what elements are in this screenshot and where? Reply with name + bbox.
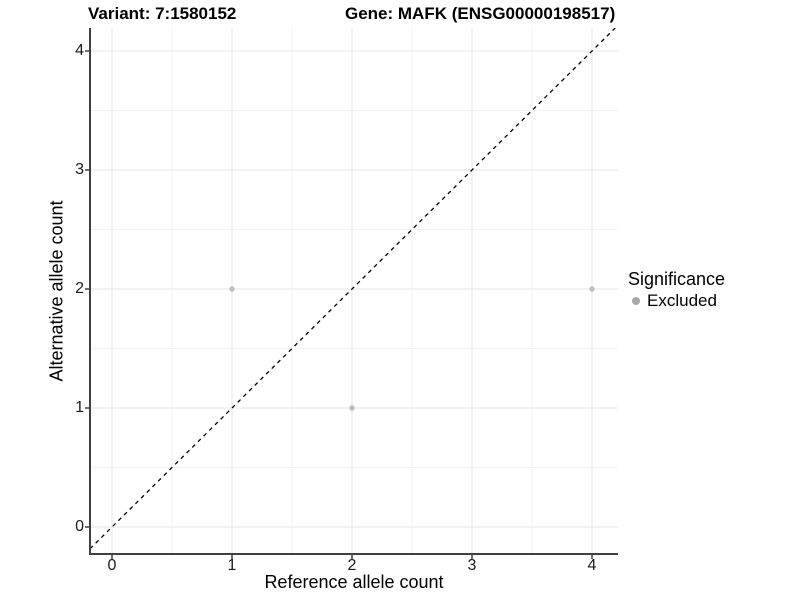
x-tick-label: 1 [227,557,237,574]
x-tick-label: 4 [587,557,597,574]
y-tick-label: 4 [75,42,84,59]
legend-entry-excluded: Excluded [628,291,725,311]
y-tick-label: 3 [75,161,84,178]
y-tick-label: 0 [75,518,84,535]
x-tick-label: 0 [107,557,117,574]
x-tick-label: 3 [467,557,477,574]
x-axis-title: Reference allele count [264,572,444,592]
legend: Significance Excluded [628,269,725,311]
data-point [229,286,235,292]
plot-title-gene: Gene: MAFK (ENSG00000198517) [345,4,616,23]
y-axis-title: Alternative allele count [46,200,67,382]
y-tick-label: 1 [75,399,84,416]
legend-entry-label: Excluded [647,291,717,310]
legend-title: Significance [628,269,726,289]
y-tick-label: 2 [75,280,84,297]
x-tick-label: 2 [347,557,357,574]
data-point [589,286,595,292]
legend-key [628,293,644,309]
identity-dashed-line [89,28,616,550]
excluded-point-icon [632,297,640,305]
plot-panel [85,28,618,559]
plot-title-variant: Variant: 7:1580152 [88,4,237,23]
data-point [349,405,355,411]
